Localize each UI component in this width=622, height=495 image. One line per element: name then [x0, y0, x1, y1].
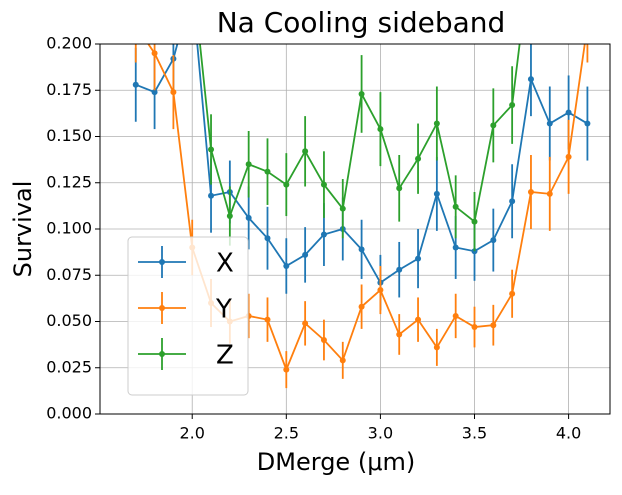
legend-label: Y	[215, 295, 232, 325]
point	[170, 89, 177, 96]
point	[471, 218, 478, 225]
point	[509, 290, 516, 297]
legend-marker	[159, 259, 165, 265]
point	[415, 316, 422, 323]
point	[396, 266, 403, 273]
point	[245, 161, 252, 168]
point	[245, 214, 252, 221]
point	[302, 320, 309, 327]
point	[415, 255, 422, 262]
point	[339, 357, 346, 364]
legend-label: Z	[216, 341, 234, 371]
point	[490, 122, 497, 129]
point	[471, 324, 478, 331]
x-tick-label: 2.0	[179, 424, 204, 443]
point	[396, 331, 403, 338]
point	[565, 109, 572, 116]
chart-title: Na Cooling sideband	[217, 6, 506, 39]
point	[565, 153, 572, 160]
point	[208, 146, 215, 153]
point	[490, 237, 497, 244]
point	[226, 213, 233, 220]
y-tick-label: 0.075	[46, 265, 92, 284]
x-tick-label: 4.0	[556, 424, 581, 443]
y-tick-label: 0.150	[46, 126, 92, 145]
point	[377, 287, 384, 294]
legend-marker	[159, 305, 165, 311]
point	[490, 322, 497, 329]
point	[151, 89, 158, 96]
point	[358, 90, 365, 97]
point	[264, 316, 271, 323]
point	[433, 120, 440, 127]
point	[377, 126, 384, 133]
point	[509, 198, 516, 205]
point	[283, 366, 290, 373]
point	[283, 263, 290, 269]
point	[584, 120, 591, 127]
legend-label: X	[216, 249, 234, 279]
point	[208, 192, 215, 199]
point	[133, 23, 139, 29]
point	[302, 251, 309, 258]
legend-marker	[159, 351, 165, 357]
point	[452, 203, 459, 210]
point	[320, 181, 327, 188]
legend-box	[127, 236, 249, 396]
point	[509, 102, 516, 109]
point	[264, 235, 271, 242]
y-tick-label: 0.025	[46, 357, 92, 376]
x-tick-label: 3.0	[368, 424, 393, 443]
point	[396, 185, 403, 192]
point	[584, 23, 590, 29]
legend: XYZ	[127, 236, 249, 396]
x-tick-label: 3.5	[462, 424, 487, 443]
y-tick-label: 0.200	[46, 34, 92, 53]
point	[546, 190, 553, 197]
point	[320, 231, 327, 238]
point	[320, 337, 327, 343]
y-tick-label: 0.125	[46, 172, 92, 191]
point	[264, 168, 271, 175]
point	[527, 189, 534, 195]
point	[415, 155, 422, 162]
point	[433, 190, 440, 197]
point	[132, 81, 139, 88]
plot-area	[132, 23, 591, 389]
point	[339, 205, 346, 212]
y-tick-label: 0.000	[46, 404, 92, 423]
point	[302, 148, 309, 155]
point	[358, 246, 365, 253]
y-axis-label: Survival	[9, 181, 37, 278]
point	[433, 344, 440, 351]
point	[527, 76, 534, 83]
x-tick-label: 2.5	[274, 424, 299, 443]
point	[452, 244, 459, 251]
y-tick-label: 0.050	[46, 311, 92, 330]
point	[546, 120, 553, 127]
point	[358, 303, 365, 310]
y-tick-label: 0.100	[46, 219, 92, 238]
y-tick-label: 0.175	[46, 80, 92, 99]
x-axis-label: DMerge (μm)	[257, 448, 415, 476]
point	[283, 181, 290, 188]
point	[151, 50, 158, 57]
point	[452, 312, 459, 319]
